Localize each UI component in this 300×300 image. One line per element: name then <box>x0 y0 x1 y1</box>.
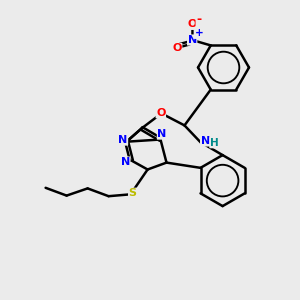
Text: O: O <box>188 20 197 29</box>
Text: S: S <box>129 188 136 198</box>
Text: N: N <box>121 157 130 167</box>
Text: O: O <box>156 108 166 118</box>
Text: N: N <box>188 35 197 45</box>
Text: N: N <box>201 136 210 146</box>
Text: N: N <box>118 135 127 145</box>
Text: N: N <box>158 129 166 139</box>
Text: +: + <box>194 28 203 38</box>
Text: H: H <box>210 138 219 148</box>
Text: O: O <box>172 44 182 53</box>
Text: -: - <box>196 14 201 26</box>
